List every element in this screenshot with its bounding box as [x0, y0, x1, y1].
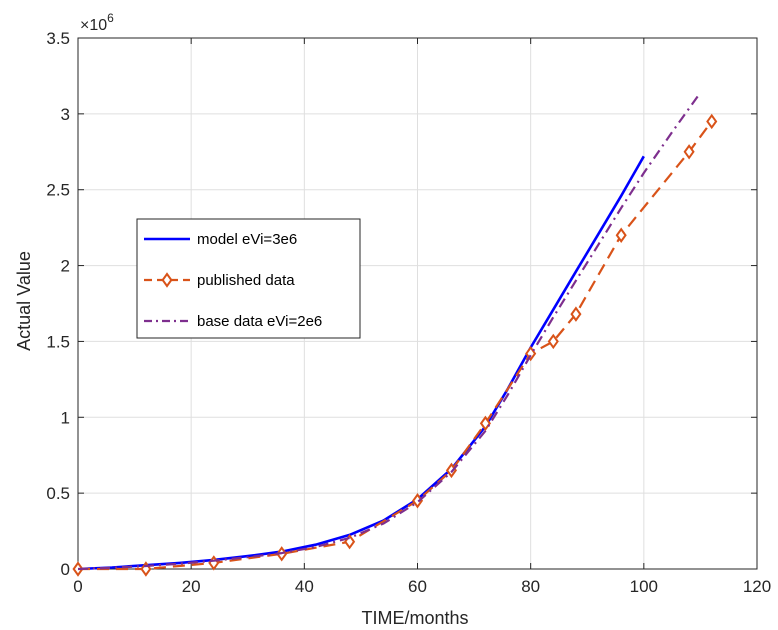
y-exponent-base: ×10 [80, 17, 107, 34]
legend-label-3: base data eVi=2e6 [197, 313, 322, 330]
x-tick-label: 0 [73, 577, 82, 596]
y-tick-label: 2.5 [46, 181, 70, 200]
y-tick-label: 1 [61, 408, 70, 427]
x-axis-label: TIME/months [361, 608, 468, 628]
data-point-marker [161, 272, 173, 288]
y-exponent-power: 6 [107, 11, 114, 25]
tick-labels: 0 20 40 60 80 100 120 0 0.5 1 1.5 2 2.5 3 3.5 [46, 29, 771, 596]
series-line-2 [78, 120, 713, 571]
y-tick-label: 3 [61, 105, 70, 124]
y-tick-label: 0.5 [46, 484, 70, 503]
legend-label-2: published data [197, 272, 295, 289]
y-axis-label: Actual Value [14, 251, 34, 351]
y-tick-label: 2 [61, 257, 70, 276]
data-point-marker [683, 144, 695, 160]
y-tick-label: 0 [61, 560, 70, 579]
x-tick-label: 60 [408, 577, 427, 596]
legend: model eVi=3e6 published data base data eVi… [136, 218, 361, 339]
data-point-marker [547, 333, 559, 350]
series-lines [72, 91, 718, 577]
data-point-marker [615, 227, 627, 243]
series-line-3 [77, 91, 702, 571]
data-point-marker [479, 415, 491, 432]
axes [77, 37, 758, 570]
y-exponent-label: ×106 [80, 11, 114, 34]
legend-label-1: model eVi=3e6 [197, 231, 297, 248]
x-tick-label: 20 [182, 577, 201, 596]
x-tick-label: 40 [295, 577, 314, 596]
x-tick-label: 80 [521, 577, 540, 596]
data-point-marker [344, 533, 356, 550]
data-point-marker [706, 113, 718, 130]
data-point-marker [570, 306, 582, 322]
y-tick-label: 3.5 [46, 29, 70, 48]
x-tick-label: 100 [630, 577, 658, 596]
y-tick-label: 1.5 [46, 332, 70, 351]
x-tick-label: 120 [743, 577, 771, 596]
series-line-1 [77, 155, 645, 571]
